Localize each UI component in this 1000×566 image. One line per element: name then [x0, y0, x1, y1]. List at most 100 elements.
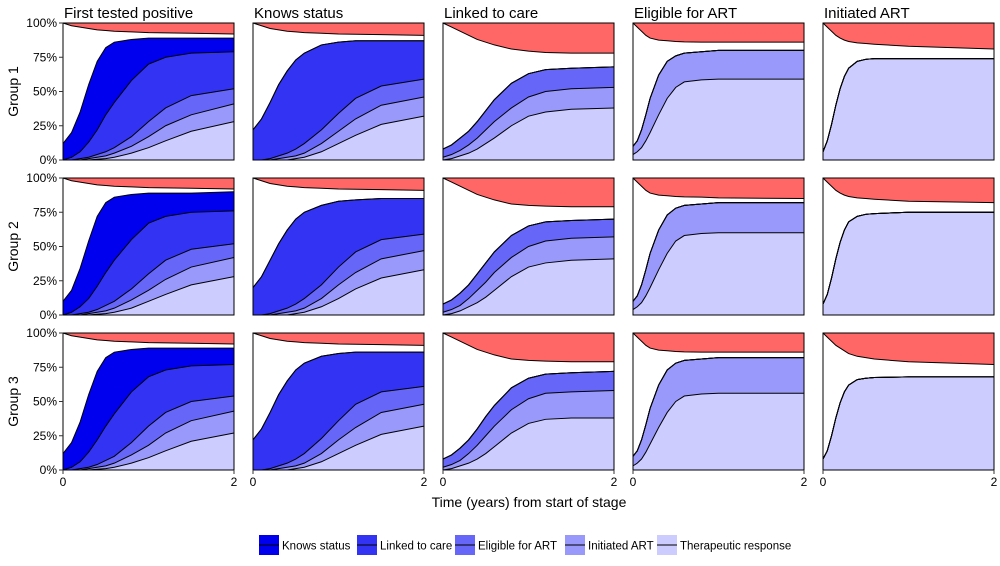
- band-therapeutic-response: [63, 433, 234, 470]
- band-initiated-art: [633, 50, 804, 155]
- column-title-first-tested-positive: First tested positive: [64, 5, 193, 22]
- band-death: [253, 333, 424, 346]
- boundary-line: [442, 86, 615, 158]
- boundary-line: [632, 22, 804, 43]
- y-tick-label: 75%: [33, 50, 57, 64]
- boundary-line: [442, 218, 615, 305]
- legend-item-knows-status: Knows status: [259, 535, 351, 555]
- band-death: [823, 333, 994, 365]
- band-initiated-art: [253, 404, 424, 470]
- panel-2-5: [822, 177, 995, 316]
- band-therapeutic-response: [443, 417, 614, 470]
- band-initiated-art: [633, 202, 804, 310]
- band-linked-to-care: [253, 352, 424, 470]
- boundary-line: [632, 202, 804, 302]
- panel-border: [442, 22, 615, 161]
- legend-label: Therapeutic response: [680, 541, 791, 553]
- band-death: [633, 333, 804, 353]
- y-tick-label: 100%: [26, 171, 57, 185]
- band-therapeutic-response: [633, 232, 804, 315]
- boundary-line: [822, 58, 994, 152]
- x-tick-label: 2: [991, 475, 998, 489]
- band-therapeutic-response: [823, 58, 994, 161]
- y-tick-label: 100%: [26, 16, 57, 30]
- band-death: [633, 23, 804, 43]
- boundary-line: [442, 177, 614, 208]
- band-eligible-for-art: [443, 219, 614, 313]
- x-tick-label: 2: [611, 475, 618, 489]
- band-therapeutic-response: [63, 276, 234, 315]
- panel-border: [822, 22, 995, 161]
- band-therapeutic-response: [823, 376, 994, 470]
- y-tick-label: 50%: [33, 85, 57, 99]
- panel-border: [252, 177, 425, 316]
- panel-border: [632, 177, 805, 316]
- band-eligible-for-art: [63, 243, 234, 315]
- band-eligible-for-art: [253, 234, 424, 315]
- boundary-line: [632, 232, 804, 310]
- boundary-line: [253, 78, 425, 161]
- panel-2-2: [252, 177, 425, 316]
- boundary-line: [62, 364, 235, 471]
- boundary-line: [822, 211, 994, 305]
- boundary-line: [252, 332, 425, 346]
- y-tick-label: 75%: [33, 205, 57, 219]
- y-tick-label: 25%: [33, 119, 57, 133]
- y-tick-label: 75%: [33, 360, 57, 374]
- band-initiated-art: [63, 411, 234, 470]
- band-death: [443, 23, 614, 54]
- band-knows-status: [63, 38, 234, 160]
- boundary-line: [442, 258, 615, 316]
- row-label-group-3: Group 3: [5, 376, 21, 427]
- column-title-eligible-for-art: Eligible for ART: [634, 5, 737, 22]
- y-tick-label: 50%: [33, 240, 57, 254]
- x-tick-label: 0: [630, 475, 637, 489]
- band-therapeutic-response: [633, 393, 804, 470]
- boundary-line: [252, 351, 424, 441]
- boundary-line: [632, 392, 804, 467]
- boundary-line: [822, 376, 994, 460]
- column-title-initiated-art: Initiated ART: [824, 5, 910, 22]
- band-death: [633, 178, 804, 199]
- x-tick-label: 0: [60, 475, 67, 489]
- boundary-line: [62, 210, 235, 316]
- panel-border: [252, 22, 425, 161]
- x-tick-label: 2: [801, 475, 808, 489]
- y-tick-label: 50%: [33, 395, 57, 409]
- band-eligible-for-art: [443, 371, 614, 468]
- panel-1-3: [442, 22, 615, 161]
- boundary-line: [632, 357, 804, 457]
- x-tick-label: 0: [820, 475, 827, 489]
- band-therapeutic-response: [443, 107, 614, 160]
- boundary-line: [252, 177, 425, 191]
- band-initiated-art: [63, 103, 234, 160]
- boundary-line: [632, 78, 804, 155]
- band-eligible-for-art: [443, 66, 614, 158]
- band-death: [253, 23, 424, 36]
- panel-border: [252, 332, 425, 471]
- band-death: [63, 333, 234, 344]
- band-death: [63, 178, 234, 189]
- panel-1-2: [252, 22, 425, 161]
- band-initiated-art: [253, 96, 424, 160]
- boundary-line: [62, 51, 235, 161]
- band-therapeutic-response: [253, 116, 424, 160]
- band-initiated-art: [253, 250, 424, 315]
- band-death: [823, 178, 994, 203]
- band-initiated-art: [633, 357, 804, 466]
- boundary-line: [632, 332, 804, 353]
- band-eligible-for-art: [253, 79, 424, 160]
- x-tick-label: 0: [250, 475, 257, 489]
- band-therapeutic-response: [253, 426, 424, 470]
- y-tick-label: 0%: [40, 308, 58, 322]
- legend: Knows status Linked to care Eligible for A…: [259, 535, 791, 555]
- x-axis-label: Time (years) from start of stage: [432, 494, 627, 510]
- boundary-line: [62, 22, 235, 35]
- band-eligible-for-art: [253, 386, 424, 470]
- row-label-group-2: Group 2: [5, 221, 21, 272]
- band-initiated-art: [443, 87, 614, 160]
- boundary-line: [253, 385, 425, 471]
